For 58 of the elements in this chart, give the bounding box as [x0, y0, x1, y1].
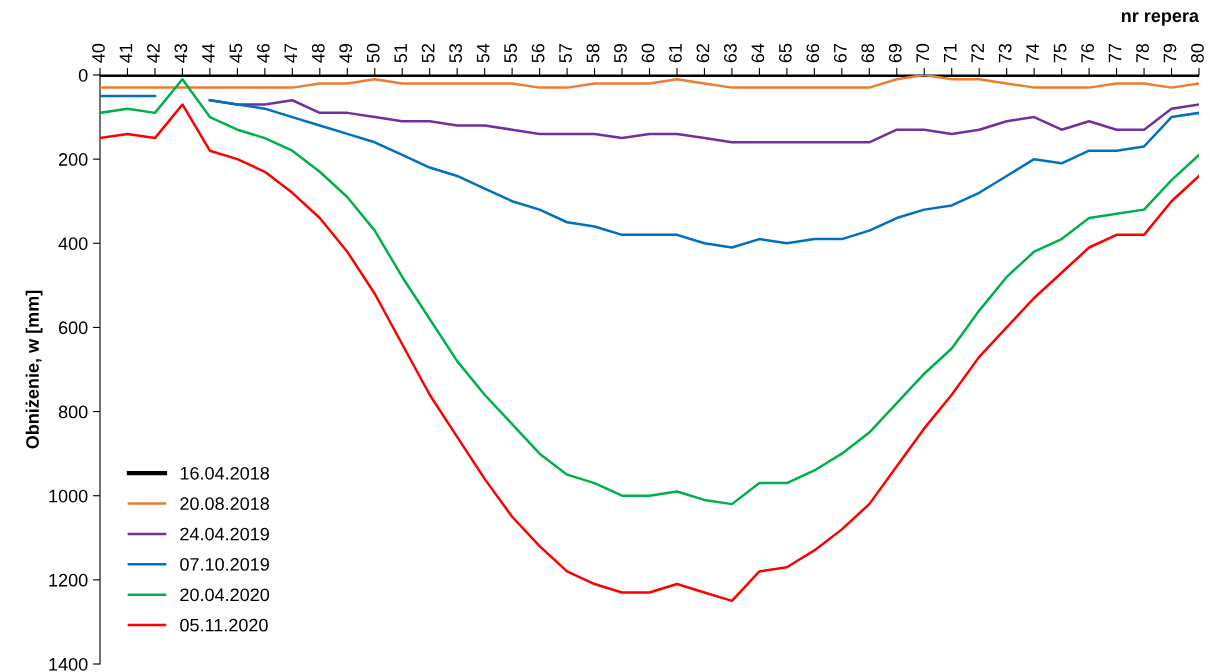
y-axis-title: Obniżenie, w [mm]	[25, 290, 43, 449]
x-tick-label: 70	[916, 43, 930, 63]
x-tick-label: 40	[92, 43, 105, 63]
x-tick-label: 75	[1053, 43, 1067, 63]
legend-label: 07.10.2019	[180, 558, 269, 571]
x-tick-label: 68	[861, 43, 875, 63]
x-tick-label: 42	[147, 44, 160, 63]
x-tick-label: 47	[284, 44, 297, 63]
legend-label: 05.11.2020	[180, 618, 268, 632]
x-tick-label: 79	[1163, 43, 1177, 63]
x-tick-label: 64	[751, 43, 765, 63]
x-tick-label: 63	[723, 43, 737, 63]
x-tick-label: 57	[559, 44, 572, 63]
line-series	[100, 103, 1199, 603]
x-tick-label: 48	[311, 43, 325, 63]
x-tick-label: 45	[229, 43, 243, 63]
x-tick-label: 56	[531, 43, 545, 63]
x-tick-label: 50	[366, 43, 380, 63]
x-axis-title: nr repera	[1121, 12, 1200, 26]
x-tick-label: 60	[641, 43, 655, 63]
x-tick-label: 41	[119, 43, 133, 63]
x-tick-label: 65	[778, 43, 792, 63]
y-tick-label: 400	[58, 237, 88, 251]
x-tick-label: 54	[476, 43, 490, 63]
x-tick-label: 77	[1108, 44, 1122, 63]
y-tick-label: 600	[58, 321, 88, 335]
y-tick-label: 200	[58, 153, 88, 166]
y-tick-label: 1000	[49, 489, 88, 503]
x-tick-label: 66	[806, 43, 820, 63]
x-tick-label: 67	[833, 44, 847, 63]
x-tick-label: 73	[998, 43, 1012, 63]
y-tick-label: 0	[78, 68, 88, 82]
x-tick-label: 43	[174, 43, 188, 63]
x-tick-label: 58	[586, 43, 600, 63]
x-tick-label: 74	[1026, 43, 1039, 63]
x-tick-label: 44	[202, 43, 215, 63]
x-tick-label: 62	[696, 44, 710, 63]
legend-label: 20.04.2020	[180, 588, 270, 602]
x-tick-label: 46	[256, 43, 270, 63]
x-tick-label: 61	[669, 43, 682, 63]
legend-label: 16.04.2018	[180, 466, 270, 480]
x-tick-label: 53	[449, 43, 463, 63]
legend-label: 20.08.2018	[180, 497, 270, 511]
y-tick-label: 800	[58, 405, 88, 419]
x-tick-label: 51	[394, 43, 408, 63]
x-tick-label: 69	[888, 43, 902, 63]
y-tick-label: 1400	[49, 657, 88, 671]
x-tick-label: 78	[1136, 43, 1149, 63]
legend-label: 24.04.2019	[180, 527, 269, 541]
x-tick-label: 49	[339, 43, 353, 63]
x-tick-label: 59	[614, 43, 627, 63]
y-tick-label: 1200	[49, 573, 88, 587]
x-tick-label: 52	[421, 44, 435, 63]
x-tick-label: 71	[943, 43, 957, 63]
x-tick-label: 76	[1081, 43, 1094, 63]
x-tick-label: 55	[504, 43, 517, 63]
x-tick-label: 72	[971, 44, 984, 63]
x-tick-label: 80	[1191, 43, 1204, 63]
